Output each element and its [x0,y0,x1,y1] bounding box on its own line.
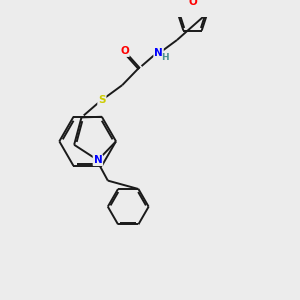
Text: N: N [94,155,102,165]
Text: N: N [154,48,163,58]
Text: O: O [120,46,129,56]
Text: H: H [161,52,169,62]
Text: S: S [98,95,106,105]
Text: O: O [188,0,197,8]
